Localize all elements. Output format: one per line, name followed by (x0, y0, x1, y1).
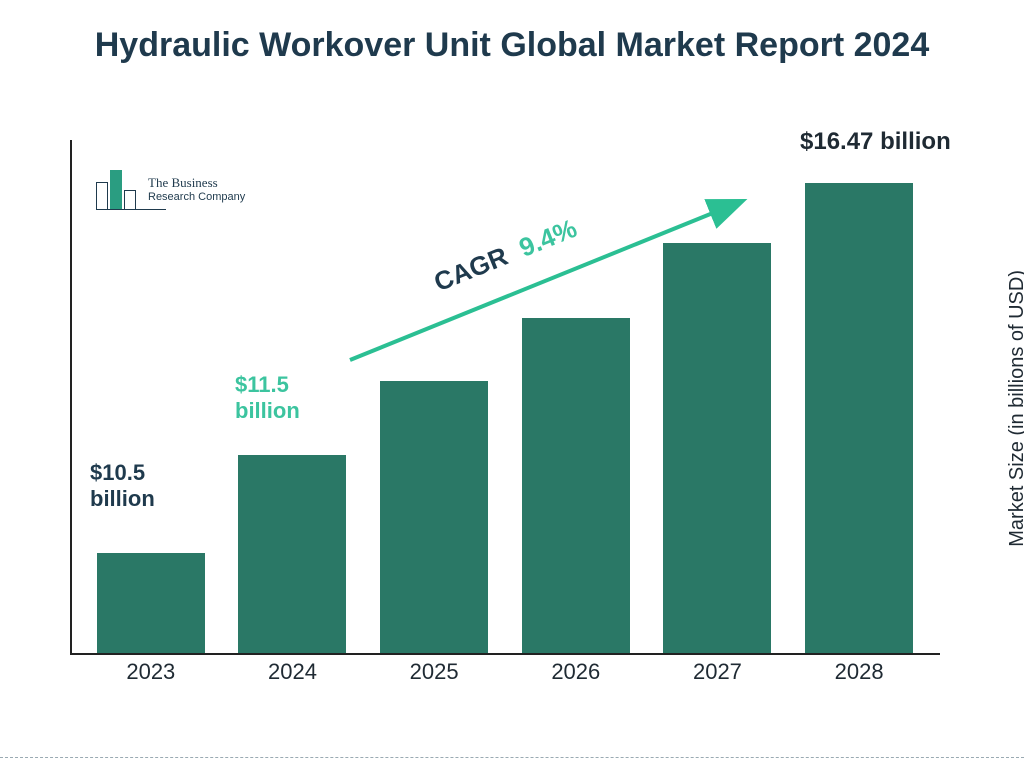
x-tick-label: 2023 (91, 659, 211, 695)
bar-slot (799, 183, 919, 653)
y-axis-label: Market Size (in billions of USD) (1006, 270, 1024, 547)
bar (380, 381, 488, 653)
x-tick-label: 2024 (232, 659, 352, 695)
x-tick-label: 2027 (657, 659, 777, 695)
bar-slot (232, 455, 352, 653)
x-tick-label: 2028 (799, 659, 919, 695)
value-label-2024: $11.5 billion (235, 372, 345, 425)
x-axis-labels: 2023 2024 2025 2026 2027 2028 (70, 659, 940, 695)
bar (97, 553, 205, 653)
bar (238, 455, 346, 653)
cagr-annotation: CAGR 9.4% (340, 190, 760, 370)
bar-slot (374, 381, 494, 653)
bar (805, 183, 913, 653)
x-axis-line (70, 653, 940, 655)
footer-divider (0, 757, 1024, 758)
chart-title: Hydraulic Workover Unit Global Market Re… (0, 24, 1024, 67)
bar-slot (91, 553, 211, 653)
value-label-2028: $16.47 billion (800, 128, 951, 157)
x-tick-label: 2026 (516, 659, 636, 695)
trend-arrow-icon (340, 190, 760, 370)
x-tick-label: 2025 (374, 659, 494, 695)
value-label-2023: $10.5 billion (90, 460, 200, 513)
